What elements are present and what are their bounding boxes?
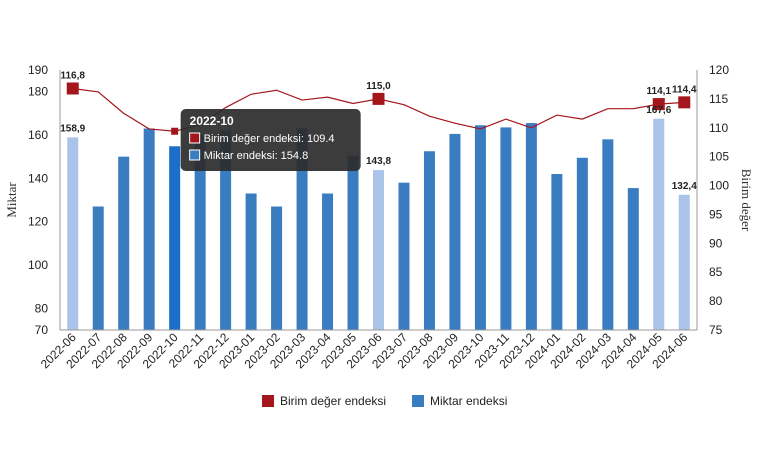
right-tick-label: 90 <box>709 236 723 250</box>
right-tick-label: 120 <box>709 63 729 77</box>
tooltip-title: 2022-10 <box>190 114 234 128</box>
left-tick-label: 160 <box>28 128 48 142</box>
bar-2023-05 <box>347 155 359 330</box>
bar-2024-01 <box>551 174 563 330</box>
tooltip-swatch <box>189 149 201 161</box>
data-label-2022-06: 116,8 <box>60 70 85 81</box>
right-tick-label: 95 <box>709 207 723 221</box>
left-tick-label: 100 <box>28 258 48 272</box>
left-tick-label: 180 <box>28 85 48 99</box>
marker-2024-05 <box>652 98 665 111</box>
tooltip: 2022-10 Birim değer endeksi: 109.4 Miktar … <box>180 109 361 171</box>
bar-2023-11 <box>500 127 512 331</box>
marker-2024-06 <box>678 96 691 109</box>
data-label-2024-05: 167,6 <box>646 105 671 116</box>
data-label-2024-06: 114,4 <box>672 84 697 95</box>
line-layer <box>66 82 691 135</box>
left-tick-label: 70 <box>35 323 49 337</box>
bar-2024-02 <box>576 157 588 330</box>
right-tick-label: 80 <box>709 294 723 308</box>
right-tick-label: 115 <box>709 92 728 106</box>
legend-label: Miktar endeksi <box>430 394 507 408</box>
bar-2022-10 <box>169 146 181 330</box>
left-tick-label: 140 <box>28 171 48 185</box>
data-label-2024-05: 114,1 <box>647 86 672 97</box>
right-tick-label: 100 <box>709 179 729 193</box>
left-axis-title: Miktar <box>4 182 19 218</box>
bar-2023-03 <box>296 128 308 330</box>
tooltip-line: Birim değer endeksi: 109.4 <box>204 133 335 145</box>
bar-2023-08 <box>423 151 435 330</box>
bar-2024-03 <box>602 139 614 330</box>
bar-2023-07 <box>398 182 410 330</box>
bar-2024-04 <box>627 188 639 330</box>
legend-swatch <box>262 395 274 407</box>
marker-active-2022-10 <box>171 127 179 135</box>
tooltip-swatch <box>189 132 201 144</box>
bar-2022-06 <box>67 137 79 330</box>
legend: Birim değer endeksi Miktar endeksi <box>262 394 507 408</box>
data-label-2024-06: 132,4 <box>672 181 697 192</box>
left-tick-label: 190 <box>28 63 48 77</box>
legend-swatch <box>412 395 424 407</box>
bar-2022-09 <box>143 128 155 330</box>
bar-2023-04 <box>322 193 334 330</box>
right-tick-label: 85 <box>709 265 723 279</box>
marker-2023-06 <box>372 92 385 105</box>
bar-2024-06 <box>678 194 690 330</box>
bar-2023-12 <box>525 123 537 330</box>
tooltip-line: Miktar endeksi: 154.8 <box>204 150 309 162</box>
bar-2022-07 <box>92 206 104 330</box>
data-label-2022-06: 158,9 <box>60 123 85 134</box>
legend-label: Birim değer endeksi <box>280 394 386 408</box>
bar-2022-11 <box>194 135 206 330</box>
data-label-2023-06: 143,8 <box>366 156 391 167</box>
bars-layer <box>67 118 690 331</box>
right-tick-label: 110 <box>709 121 728 135</box>
bar-2022-12 <box>220 130 232 330</box>
bar-2022-08 <box>118 156 130 330</box>
bar-2023-09 <box>449 133 461 330</box>
marker-2022-06 <box>66 82 79 95</box>
data-label-2023-06: 115,0 <box>366 81 391 92</box>
right-axis-title: Birim değer <box>739 169 754 232</box>
right-tick-label: 75 <box>709 323 723 337</box>
bar-2023-10 <box>474 125 486 330</box>
right-tick-label: 105 <box>709 150 729 164</box>
bar-2023-06 <box>373 170 384 330</box>
bar-2023-02 <box>271 206 283 330</box>
bar-2023-01 <box>245 193 257 330</box>
bar-2024-05 <box>653 118 665 330</box>
left-tick-label: 120 <box>28 215 48 229</box>
left-tick-label: 80 <box>35 301 49 315</box>
tooltip-box <box>180 109 361 171</box>
